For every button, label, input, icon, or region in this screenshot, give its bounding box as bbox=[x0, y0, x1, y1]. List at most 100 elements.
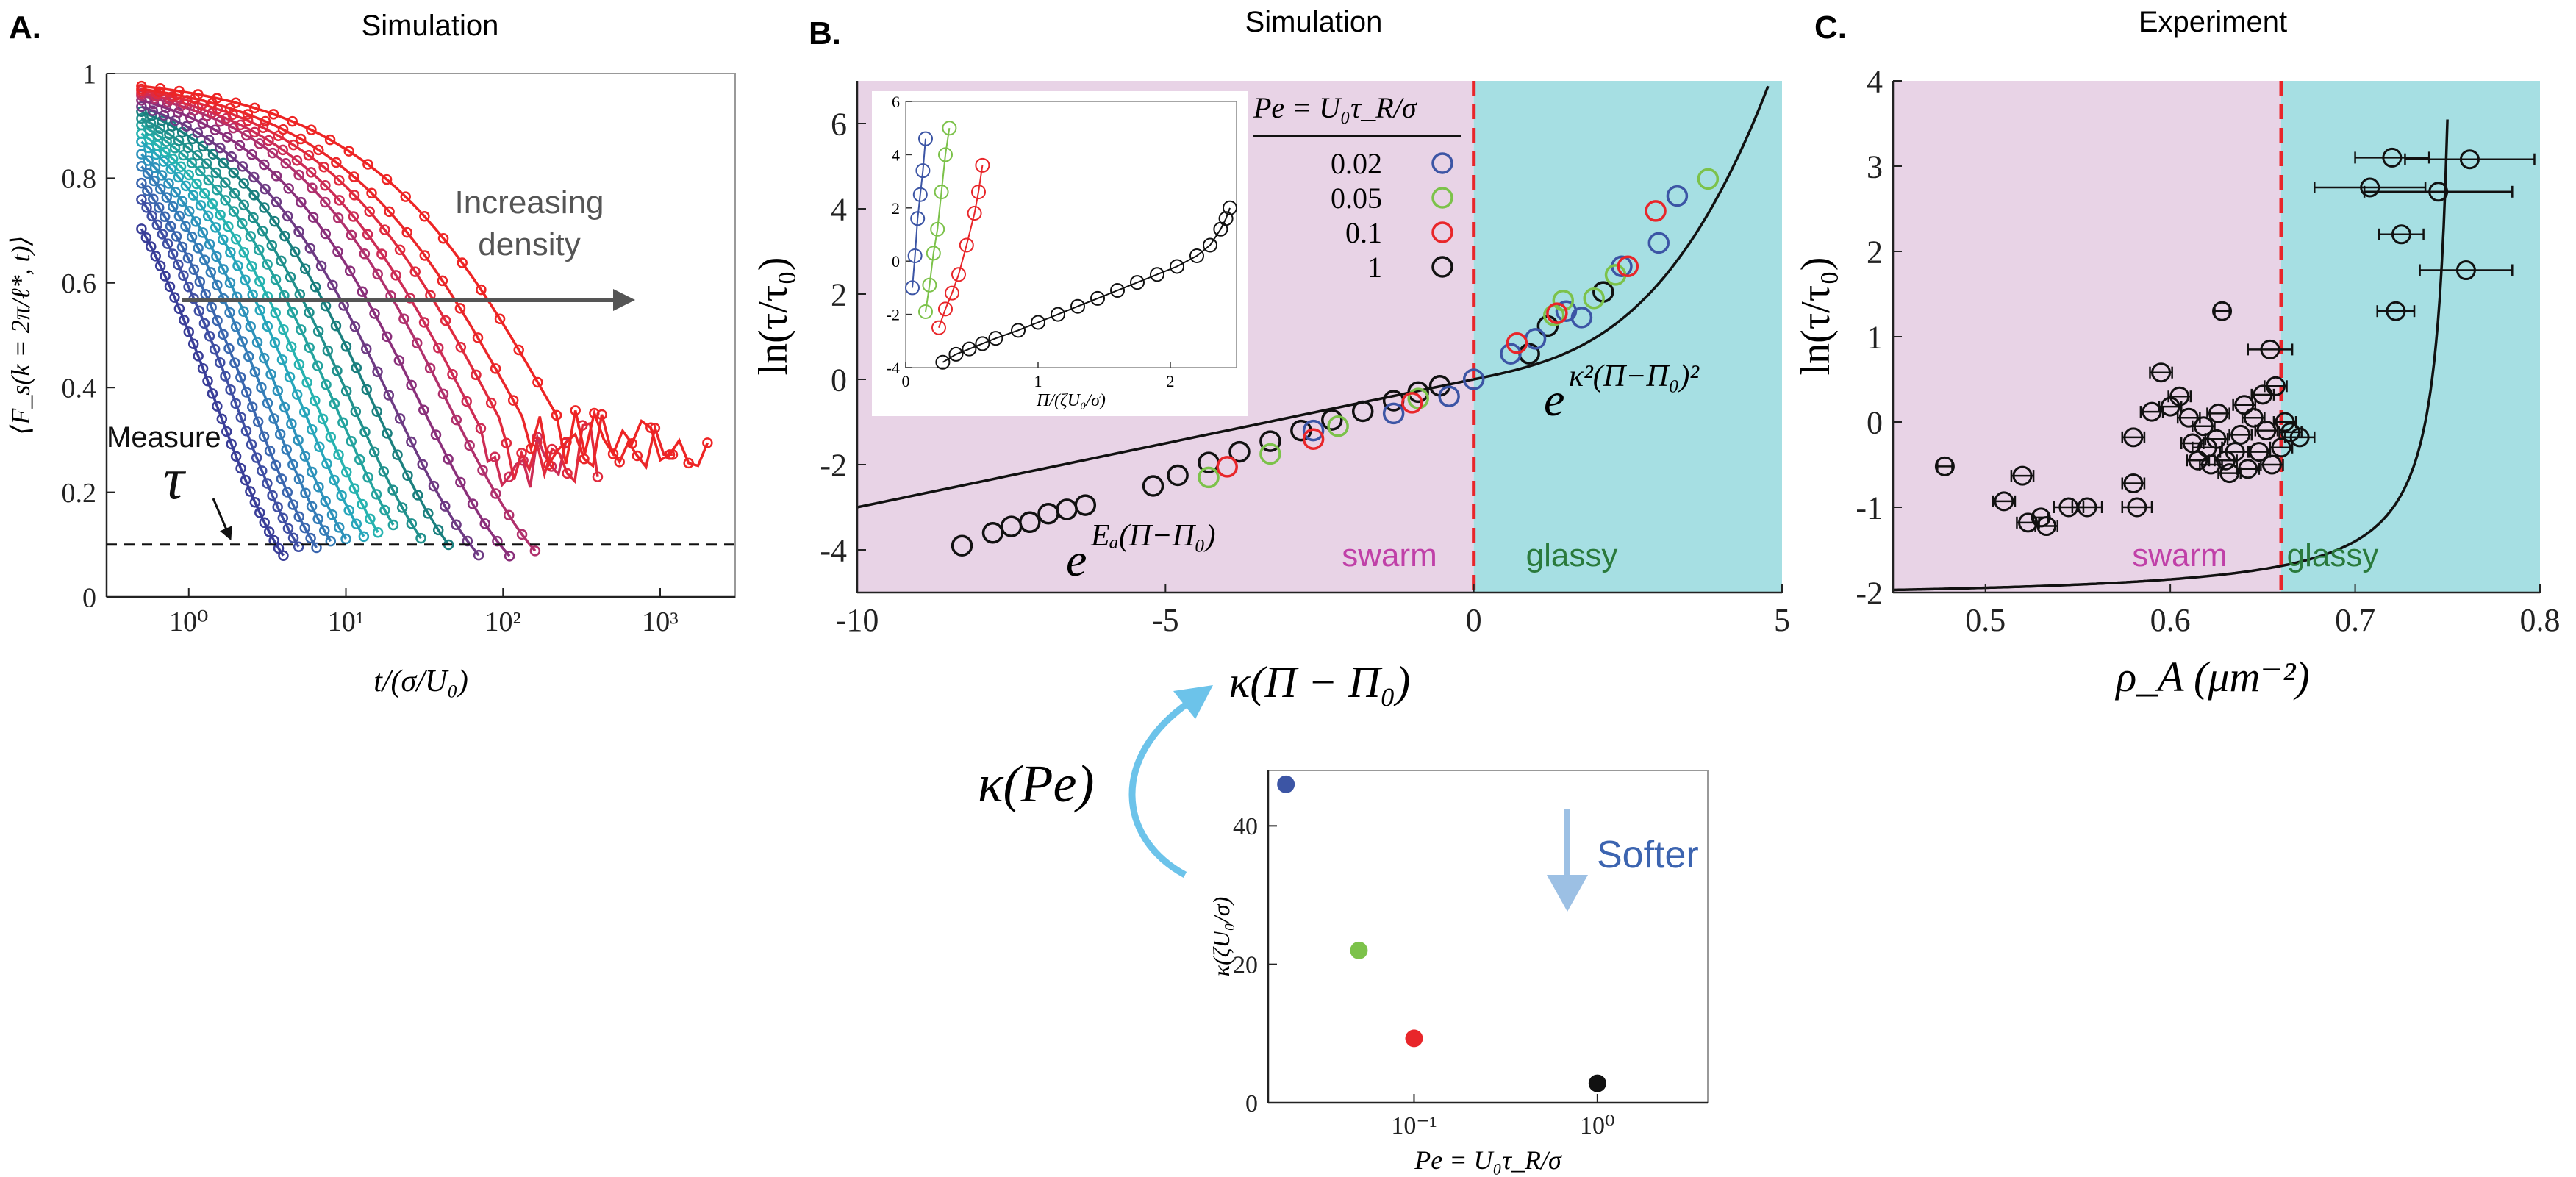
data-point bbox=[1198, 466, 1220, 489]
fit-curve bbox=[856, 85, 1770, 509]
decay-curve bbox=[141, 87, 673, 471]
data-point bbox=[146, 241, 157, 252]
data-point bbox=[379, 224, 390, 235]
data-point bbox=[313, 144, 324, 156]
data-point bbox=[343, 504, 354, 516]
data-point bbox=[262, 397, 273, 409]
data-point bbox=[2206, 429, 2227, 449]
data-point bbox=[218, 264, 229, 275]
data-point bbox=[207, 198, 218, 210]
data-point bbox=[1019, 511, 1041, 534]
inset-curve bbox=[925, 128, 951, 312]
data-point bbox=[447, 368, 458, 380]
glassy-region bbox=[2281, 81, 2540, 593]
data-point bbox=[210, 222, 221, 233]
data-point bbox=[645, 422, 656, 434]
data-point bbox=[256, 382, 267, 393]
inset-y-tick-label: 2 bbox=[892, 199, 900, 218]
data-point bbox=[402, 470, 413, 482]
data-point bbox=[197, 227, 209, 238]
data-point bbox=[220, 177, 231, 188]
data-point bbox=[412, 490, 423, 501]
data-point bbox=[467, 498, 479, 509]
data-point bbox=[390, 270, 401, 281]
data-point bbox=[202, 375, 213, 387]
data-point bbox=[437, 232, 449, 244]
data-point bbox=[181, 121, 192, 132]
data-point bbox=[245, 321, 256, 332]
data-point bbox=[141, 202, 152, 213]
data-point bbox=[267, 490, 278, 501]
data-point bbox=[392, 449, 403, 460]
data-point bbox=[1327, 415, 1349, 437]
data-point bbox=[333, 522, 345, 533]
data-point bbox=[490, 488, 501, 499]
data-point bbox=[2360, 177, 2380, 198]
data-point bbox=[464, 440, 475, 451]
data-point bbox=[301, 377, 312, 388]
data-point bbox=[278, 323, 289, 335]
data-point bbox=[2193, 416, 2214, 437]
data-point bbox=[1647, 232, 1670, 254]
data-point bbox=[293, 359, 305, 371]
data-point bbox=[279, 230, 290, 242]
data-point bbox=[262, 259, 273, 270]
data-point bbox=[165, 163, 176, 175]
data-point bbox=[268, 413, 279, 424]
data-point bbox=[225, 384, 236, 396]
data-point bbox=[252, 416, 264, 427]
x-tick-label: 10⁰ bbox=[1580, 1112, 1615, 1140]
data-point bbox=[504, 551, 515, 562]
inset-data-point bbox=[912, 187, 928, 202]
data-point bbox=[257, 465, 268, 476]
data-point bbox=[451, 519, 462, 530]
data-point bbox=[293, 434, 304, 446]
data-point bbox=[203, 135, 215, 146]
data-point bbox=[1697, 168, 1720, 190]
data-point bbox=[2219, 463, 2240, 484]
data-point bbox=[1382, 402, 1405, 425]
tau-symbol: τ bbox=[163, 447, 187, 512]
data-point bbox=[346, 229, 357, 241]
data-point bbox=[160, 146, 171, 157]
data-point bbox=[248, 190, 260, 201]
data-point bbox=[146, 210, 157, 222]
legend-marker-2 bbox=[1431, 221, 1453, 243]
data-point bbox=[382, 428, 393, 439]
data-point bbox=[203, 174, 214, 186]
data-point bbox=[1216, 456, 1238, 478]
data-point bbox=[324, 134, 336, 146]
data-point bbox=[180, 180, 192, 192]
data-point bbox=[284, 371, 296, 383]
data-point bbox=[216, 413, 228, 425]
data-point bbox=[332, 246, 343, 257]
data-point bbox=[473, 549, 484, 561]
data-point bbox=[381, 331, 393, 343]
data-point bbox=[304, 307, 315, 318]
data-point bbox=[326, 509, 338, 520]
panel-d: 10⁻¹ 10⁰ 0 20 40 Pe = U₀τ_R/σ κ(ζU₀/σ) κ(Pe) S… bbox=[978, 685, 1709, 1175]
data-point bbox=[366, 187, 377, 198]
data-point bbox=[249, 126, 260, 138]
data-point bbox=[372, 366, 383, 377]
panel-b-title: Simulation bbox=[1245, 6, 1383, 38]
data-point bbox=[340, 385, 352, 397]
data-point bbox=[2271, 437, 2291, 458]
data-point bbox=[212, 401, 223, 412]
data-point bbox=[173, 85, 185, 97]
data-point bbox=[234, 140, 246, 151]
data-point bbox=[365, 513, 376, 525]
data-point bbox=[159, 211, 171, 223]
data-point bbox=[230, 321, 242, 332]
y-tick-label: 3 bbox=[1867, 149, 1883, 185]
data-point bbox=[570, 405, 581, 416]
data-point bbox=[240, 274, 251, 286]
data-point bbox=[2200, 454, 2221, 475]
data-point bbox=[1994, 491, 2014, 512]
data-point bbox=[207, 149, 219, 160]
decay-curve bbox=[140, 110, 450, 545]
data-point bbox=[212, 315, 223, 326]
data-point bbox=[191, 178, 202, 190]
data-point bbox=[175, 161, 187, 172]
data-point bbox=[230, 451, 242, 462]
